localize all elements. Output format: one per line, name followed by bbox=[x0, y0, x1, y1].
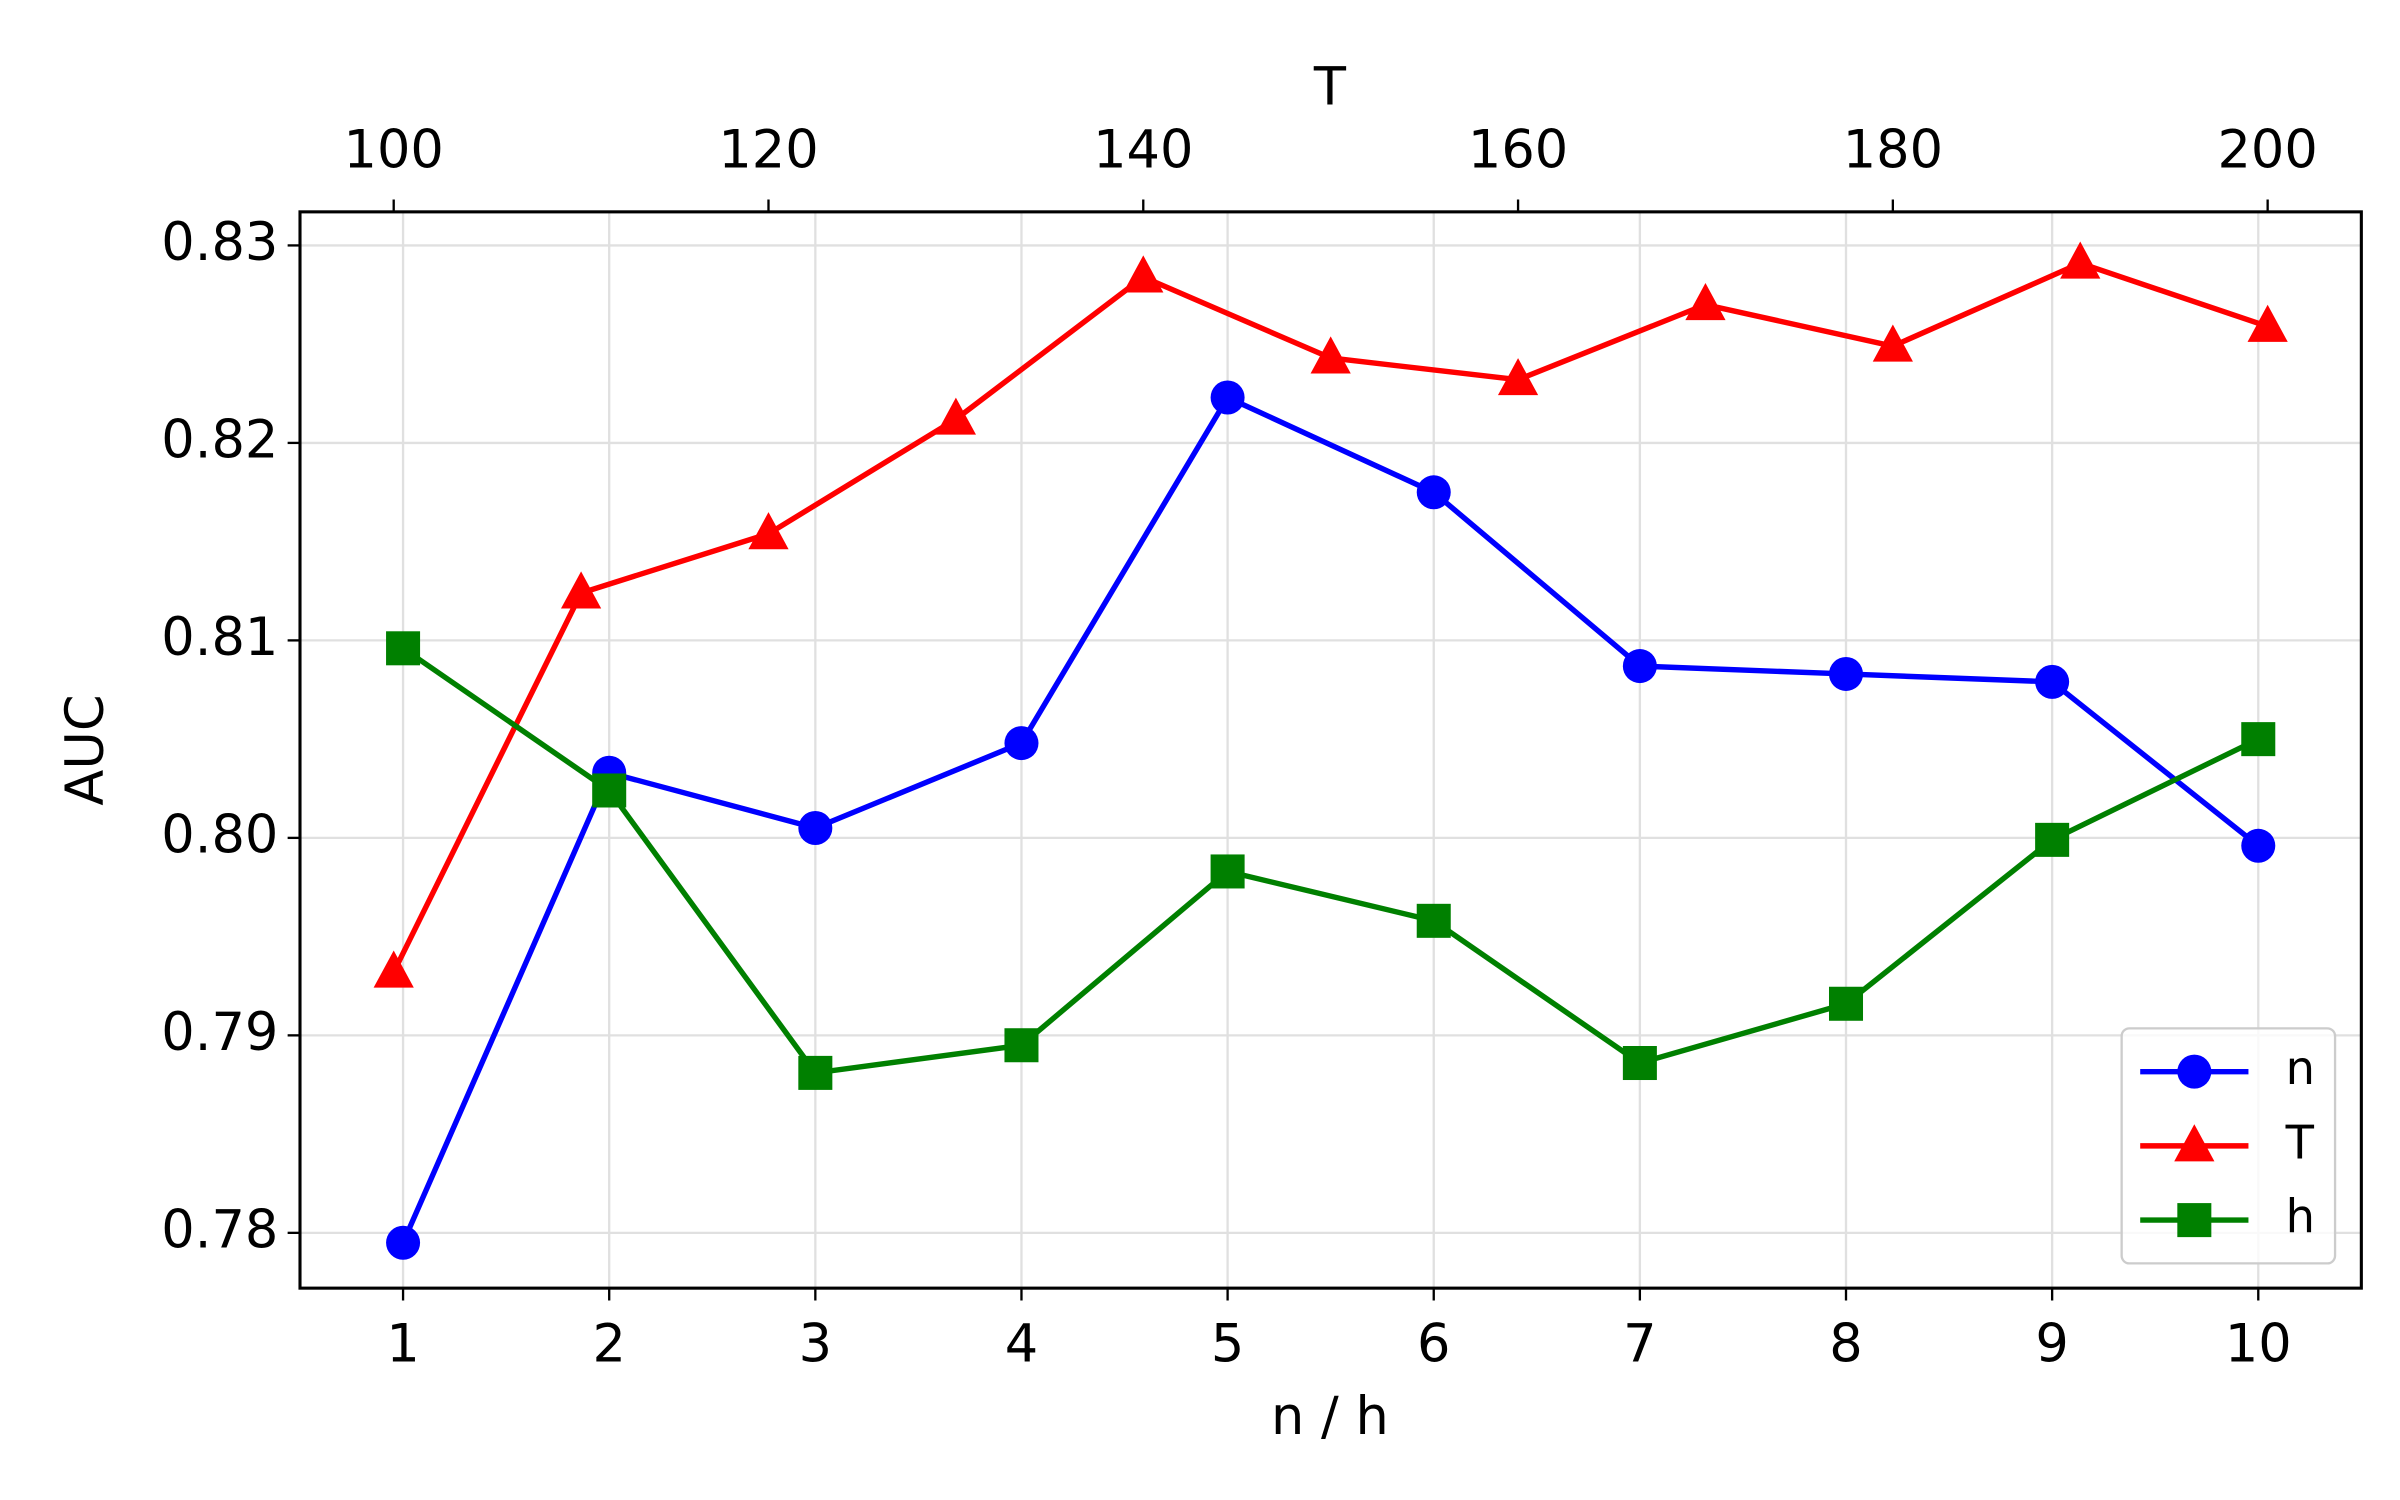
x2-tick-label: 100 bbox=[344, 120, 444, 181]
y-tick-label: 0.83 bbox=[161, 212, 278, 273]
marker bbox=[1004, 1028, 1039, 1063]
marker bbox=[1123, 255, 1164, 293]
x2-tick-label: 200 bbox=[2217, 120, 2317, 181]
marker bbox=[560, 571, 602, 609]
line bbox=[400, 394, 2260, 1244]
x-tick-label: 1 bbox=[386, 1314, 419, 1375]
marker bbox=[592, 773, 627, 808]
legend-label: n bbox=[2286, 1041, 2315, 1095]
legend-label: h bbox=[2286, 1190, 2315, 1244]
legend-marker bbox=[2177, 1054, 2212, 1089]
y-tick-label: 0.79 bbox=[161, 1002, 278, 1063]
x-tick-label: 7 bbox=[1623, 1314, 1656, 1375]
y-axis-label: AUC bbox=[55, 694, 116, 805]
marker bbox=[2241, 722, 2276, 757]
x-tick-label: 3 bbox=[799, 1314, 832, 1375]
marker bbox=[1497, 358, 1539, 396]
x2-tick-label: 180 bbox=[1843, 120, 1943, 181]
marker bbox=[2241, 828, 2276, 863]
marker bbox=[2060, 241, 2101, 279]
x-tick-label: 10 bbox=[2225, 1314, 2292, 1375]
marker bbox=[2035, 664, 2070, 699]
marker bbox=[1872, 324, 1913, 362]
marker bbox=[1685, 283, 1726, 321]
legend: nTh bbox=[2120, 1027, 2337, 1265]
x-axis-label: n / h bbox=[1271, 1386, 1389, 1447]
marker bbox=[1210, 854, 1245, 889]
x-tick-label: 5 bbox=[1211, 1314, 1244, 1375]
x2-axis-label: T bbox=[1313, 56, 1347, 117]
marker bbox=[1416, 903, 1451, 938]
x-tick-label: 9 bbox=[2035, 1314, 2068, 1375]
marker bbox=[1310, 336, 1351, 374]
marker bbox=[1622, 1046, 1657, 1081]
legend-marker bbox=[2177, 1203, 2212, 1238]
x-tick-label: 6 bbox=[1417, 1314, 1450, 1375]
x-tick-label: 4 bbox=[1005, 1314, 1038, 1375]
marker bbox=[935, 397, 976, 435]
marker bbox=[386, 631, 421, 666]
marker bbox=[373, 950, 414, 988]
line bbox=[401, 646, 2260, 1076]
marker bbox=[1416, 475, 1451, 510]
x2-tick-label: 140 bbox=[1093, 120, 1193, 181]
marker bbox=[748, 512, 789, 550]
y-tick-label: 0.80 bbox=[161, 805, 278, 866]
legend-marker bbox=[2174, 1124, 2215, 1162]
marker bbox=[1210, 380, 1245, 415]
y-tick-label: 0.78 bbox=[161, 1199, 278, 1260]
marker bbox=[2247, 304, 2288, 342]
marker bbox=[2035, 822, 2070, 857]
marker bbox=[798, 810, 833, 846]
plot-frame bbox=[298, 210, 2363, 1290]
y-tick-label: 0.81 bbox=[161, 607, 278, 668]
x-tick-label: 8 bbox=[1829, 1314, 1862, 1375]
legend-label: T bbox=[2285, 1115, 2315, 1169]
x-tick-label: 2 bbox=[592, 1314, 625, 1375]
y-tick-label: 0.82 bbox=[161, 410, 278, 471]
marker bbox=[386, 1225, 421, 1260]
marker bbox=[1622, 649, 1657, 684]
marker bbox=[1004, 726, 1039, 761]
x2-tick-label: 160 bbox=[1468, 120, 1568, 181]
marker bbox=[1828, 656, 1864, 691]
marker bbox=[798, 1055, 833, 1090]
marker bbox=[1828, 986, 1864, 1021]
x2-tick-label: 120 bbox=[718, 120, 818, 181]
